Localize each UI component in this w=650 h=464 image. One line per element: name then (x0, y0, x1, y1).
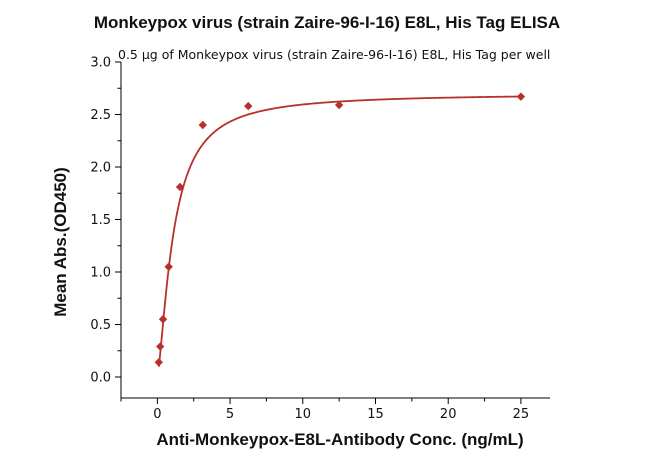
data-point (244, 101, 253, 111)
x-tick-label: 0 (153, 407, 161, 422)
y-axis-ticks: 0.0 0.5 1.0 1.5 2.0 2.5 3.0 (90, 56, 121, 386)
data-point (155, 342, 165, 351)
x-tick-label: 25 (513, 407, 530, 422)
x-tick-label: 20 (440, 407, 457, 422)
y-tick-label: 2.0 (90, 161, 111, 176)
data-point (154, 358, 163, 367)
chart-title: Monkeypox virus (strain Zaire-96-I-16) E… (94, 13, 560, 32)
y-tick-label: 2.5 (90, 108, 111, 123)
fit-curve (157, 95, 521, 367)
data-point (158, 315, 168, 324)
data-point (164, 262, 173, 271)
x-tick-label: 5 (226, 407, 234, 422)
x-axis-ticks: 0 5 10 15 20 25 (120, 398, 530, 422)
axes (120, 62, 550, 399)
x-axis-label: Anti-Monkeypox-E8L-Antibody Conc. (ng/mL… (156, 430, 523, 449)
y-tick-label: 0.5 (90, 318, 111, 333)
chart-subtitle: 0.5 μg of Monkeypox virus (strain Zaire-… (118, 47, 550, 62)
data-point (198, 120, 208, 130)
y-tick-label: 1.5 (90, 213, 111, 228)
y-tick-label: 0.0 (90, 371, 111, 386)
data-point (334, 100, 344, 110)
y-tick-label: 1.0 (90, 266, 111, 281)
data-point (516, 92, 526, 101)
data-point (175, 182, 185, 192)
y-tick-label: 3.0 (90, 56, 111, 71)
x-tick-label: 10 (295, 407, 312, 422)
data-points (154, 92, 526, 367)
y-axis-label: Mean Abs.(OD450) (51, 167, 70, 317)
x-tick-label: 15 (367, 407, 384, 422)
